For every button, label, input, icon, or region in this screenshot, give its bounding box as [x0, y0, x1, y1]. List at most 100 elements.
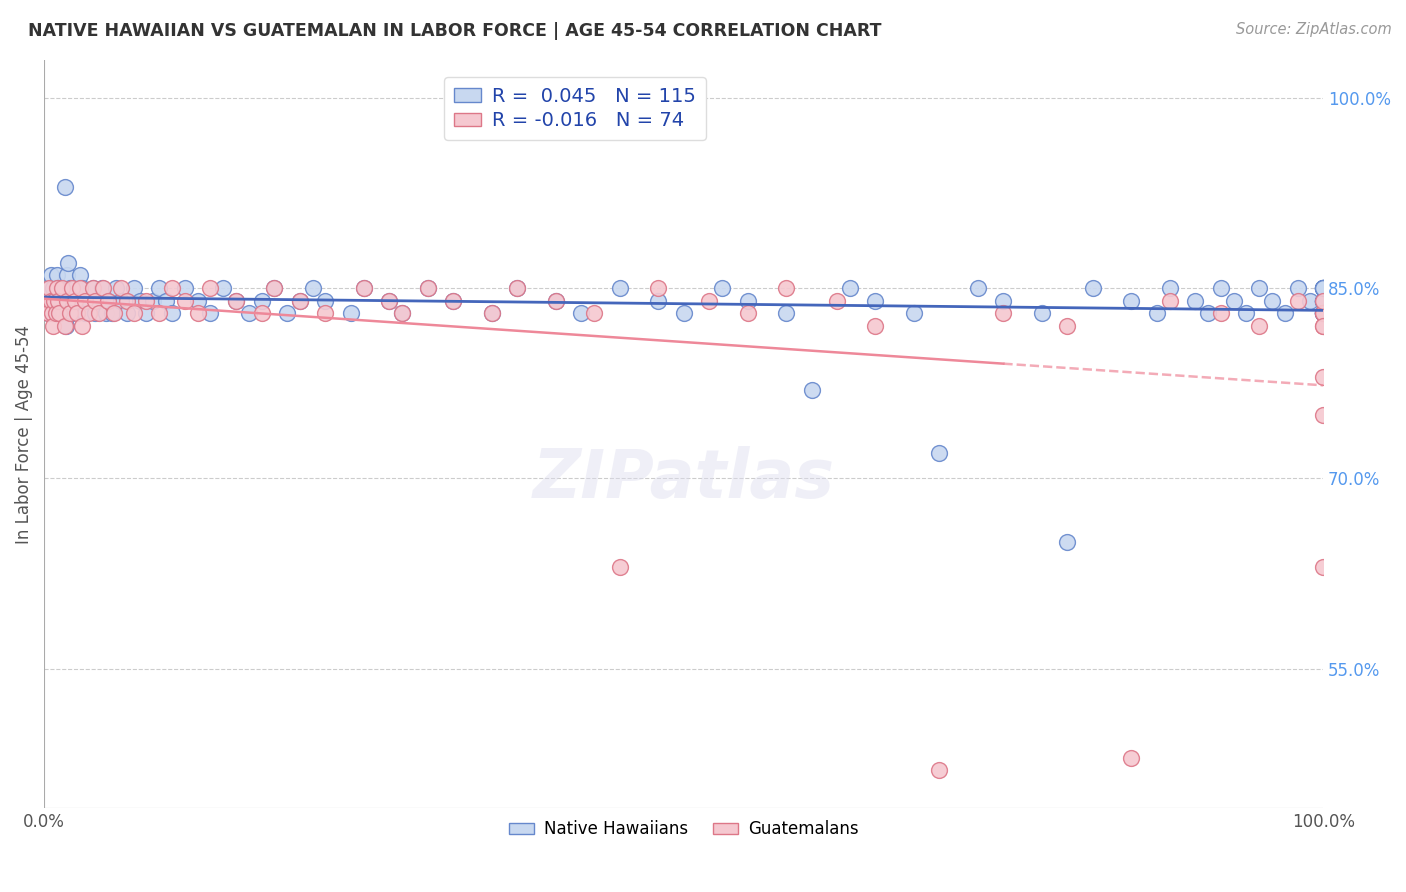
Point	[250, 306, 273, 320]
Point	[60, 306, 83, 320]
Point	[1031, 306, 1053, 320]
Point	[441, 293, 464, 308]
Text: Source: ZipAtlas.com: Source: ZipAtlas.com	[1236, 22, 1392, 37]
Point	[48, 293, 70, 308]
Point	[160, 281, 183, 295]
Point	[35, 293, 58, 308]
Point	[250, 293, 273, 308]
Point	[225, 293, 247, 308]
Point	[1209, 281, 1232, 295]
Point	[49, 306, 72, 320]
Point	[506, 281, 529, 295]
Point	[1286, 281, 1309, 295]
Point	[48, 306, 70, 320]
Point	[1312, 306, 1334, 320]
Text: ZIPatlas: ZIPatlas	[533, 446, 835, 512]
Point	[1312, 281, 1334, 295]
Point	[928, 764, 950, 778]
Point	[825, 293, 848, 308]
Point	[1312, 281, 1334, 295]
Point	[288, 293, 311, 308]
Point	[39, 293, 62, 308]
Point	[173, 293, 195, 308]
Text: NATIVE HAWAIIAN VS GUATEMALAN IN LABOR FORCE | AGE 45-54 CORRELATION CHART: NATIVE HAWAIIAN VS GUATEMALAN IN LABOR F…	[28, 22, 882, 40]
Point	[1312, 370, 1334, 384]
Point	[1312, 306, 1334, 320]
Point	[135, 293, 157, 308]
Point	[1312, 319, 1334, 334]
Point	[38, 281, 60, 295]
Point	[44, 293, 66, 308]
Point	[1249, 281, 1271, 295]
Point	[39, 268, 62, 283]
Point	[122, 281, 145, 295]
Point	[391, 306, 413, 320]
Point	[110, 281, 132, 295]
Point	[60, 281, 83, 295]
Point	[200, 281, 222, 295]
Point	[173, 281, 195, 295]
Point	[928, 446, 950, 460]
Point	[993, 306, 1015, 320]
Point	[1312, 408, 1334, 422]
Point	[378, 293, 401, 308]
Point	[35, 293, 58, 308]
Point	[56, 268, 79, 283]
Point	[45, 268, 67, 283]
Point	[82, 281, 104, 295]
Point	[583, 306, 606, 320]
Point	[82, 281, 104, 295]
Point	[1312, 281, 1334, 295]
Point	[1222, 293, 1244, 308]
Point	[69, 281, 91, 295]
Point	[52, 293, 75, 308]
Point	[91, 281, 114, 295]
Point	[1249, 319, 1271, 334]
Point	[569, 306, 592, 320]
Point	[1261, 293, 1284, 308]
Point	[45, 306, 67, 320]
Point	[263, 281, 285, 295]
Point	[609, 560, 631, 574]
Point	[1312, 306, 1334, 320]
Point	[1312, 281, 1334, 295]
Point	[72, 319, 94, 334]
Point	[84, 306, 107, 320]
Point	[45, 281, 67, 295]
Point	[97, 293, 120, 308]
Point	[1312, 293, 1334, 308]
Point	[200, 306, 222, 320]
Point	[416, 281, 439, 295]
Point	[44, 293, 66, 308]
Point	[155, 293, 177, 308]
Point	[711, 281, 734, 295]
Point	[1312, 293, 1334, 308]
Point	[73, 293, 96, 308]
Point	[1312, 293, 1334, 308]
Point	[315, 293, 337, 308]
Point	[66, 306, 89, 320]
Point	[315, 306, 337, 320]
Point	[353, 281, 375, 295]
Point	[1056, 319, 1078, 334]
Point	[103, 306, 125, 320]
Point	[838, 281, 860, 295]
Point	[697, 293, 720, 308]
Point	[865, 293, 887, 308]
Point	[800, 383, 823, 397]
Point	[544, 293, 567, 308]
Point	[73, 306, 96, 320]
Point	[41, 293, 63, 308]
Point	[1312, 306, 1334, 320]
Point	[1299, 293, 1322, 308]
Point	[117, 293, 139, 308]
Point	[1312, 293, 1334, 308]
Point	[238, 306, 260, 320]
Point	[225, 293, 247, 308]
Point	[1312, 560, 1334, 574]
Point	[51, 281, 73, 295]
Point	[391, 306, 413, 320]
Point	[263, 281, 285, 295]
Point	[1056, 535, 1078, 549]
Point	[63, 281, 86, 295]
